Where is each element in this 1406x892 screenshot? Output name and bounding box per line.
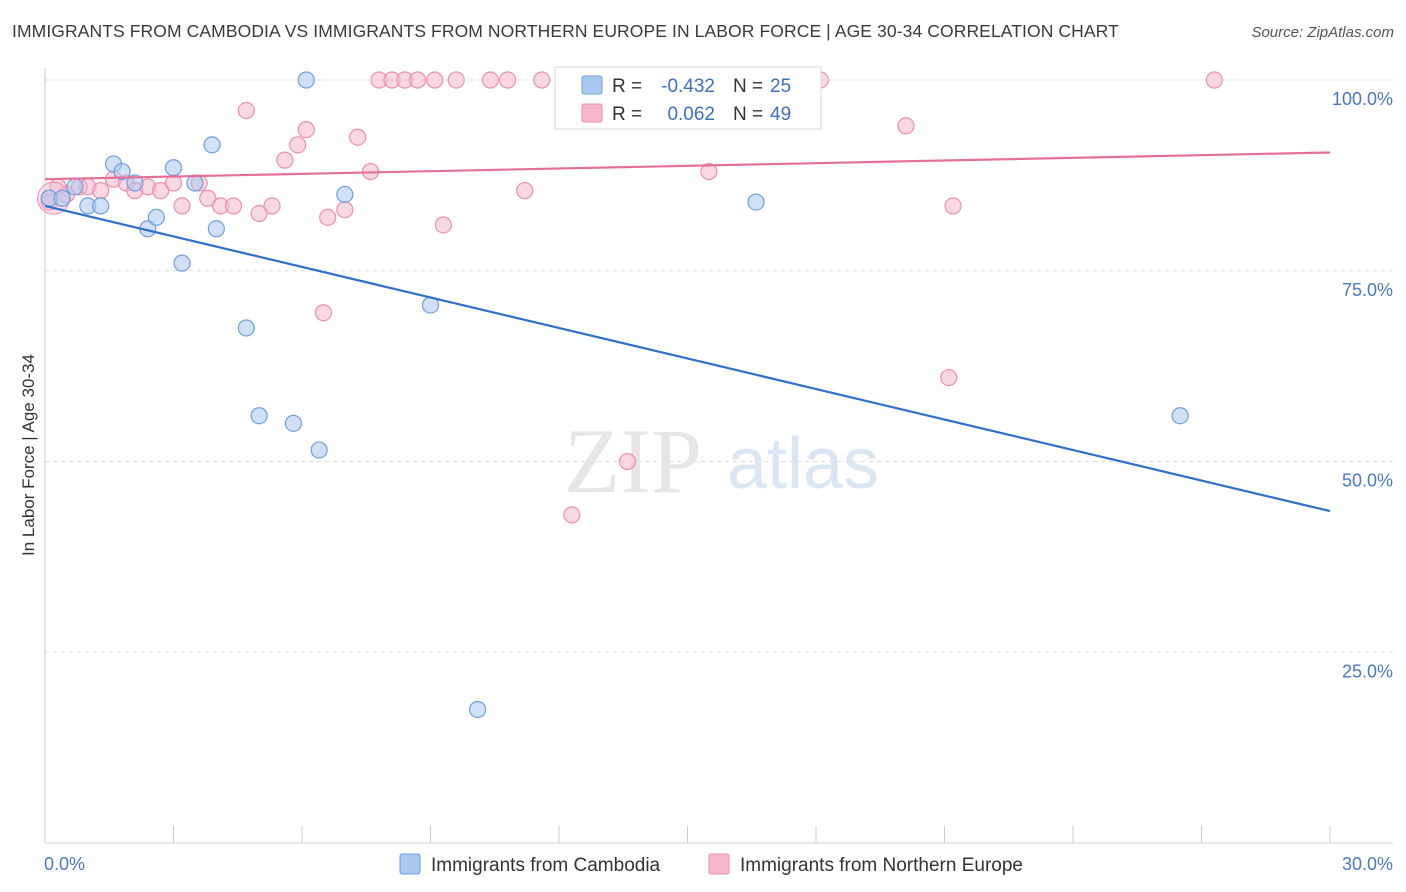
y-tick-label: 100.0%: [1332, 89, 1393, 109]
data-point: [409, 71, 427, 89]
bottom-legend-swatch-cambodia: [399, 853, 421, 875]
data-point: [199, 189, 217, 207]
data-point: [499, 71, 517, 89]
watermark-atlas: atlas: [727, 424, 879, 504]
data-point: [250, 204, 268, 223]
data-point: [250, 407, 268, 425]
legend-r-label-cambodia: R =: [612, 76, 642, 97]
x-tick-label: 30.0%: [1342, 854, 1393, 874]
data-point: [897, 117, 915, 135]
chart-title: IMMIGRANTS FROM CAMBODIA VS IMMIGRANTS F…: [12, 21, 1119, 41]
legend-r-label-northern-europe: R =: [612, 104, 642, 125]
legend-swatch-cambodia: [581, 75, 603, 95]
data-point: [224, 197, 243, 215]
bottom-legend-swatch-northern-europe: [708, 853, 730, 875]
legend-n-label-cambodia: N =: [733, 76, 763, 97]
data-point: [944, 197, 962, 215]
data-point: [1205, 71, 1223, 89]
data-point: [297, 120, 315, 139]
legend-n-label-northern-europe: N =: [733, 104, 763, 125]
data-point: [113, 162, 131, 181]
legend-n-value-northern-europe: 49: [770, 104, 791, 125]
trend-line-northern-europe: [44, 151, 1331, 181]
data-point: [66, 178, 84, 196]
data-point: [336, 201, 354, 219]
legend-swatch-northern-europe: [581, 103, 603, 123]
data-point: [203, 136, 221, 154]
data-point: [618, 452, 637, 471]
data-point: [349, 128, 367, 146]
data-point: [310, 441, 328, 459]
tick-labels: 25.0% 50.0% 75.0% 100.0% 0.0% 30.0%: [44, 89, 1393, 874]
legend-box: R = -0.432 N = 25 R = 0.062 N = 49: [554, 66, 822, 130]
data-point: [92, 197, 110, 215]
data-point: [147, 208, 165, 226]
data-point: [469, 700, 487, 719]
grid-lines: [45, 79, 1393, 653]
data-point: [173, 254, 191, 272]
data-point: [1171, 407, 1189, 425]
watermark: ZIP atlas: [564, 410, 879, 512]
data-point: [263, 197, 281, 215]
data-point: [237, 101, 255, 120]
data-point: [207, 220, 225, 238]
data-point: [164, 159, 183, 177]
data-point: [533, 71, 551, 89]
bottom-legend: Immigrants from Cambodia Immigrants from…: [399, 853, 1023, 876]
data-point: [481, 71, 500, 89]
data-point: [126, 174, 144, 192]
trend-lines: [44, 151, 1331, 513]
data-point: [336, 185, 354, 204]
data-point: [940, 368, 958, 387]
bottom-legend-label-cambodia: Immigrants from Cambodia: [431, 855, 661, 876]
y-tick-label: 25.0%: [1342, 661, 1393, 681]
data-point: [700, 162, 718, 181]
source-credit: Source: ZipAtlas.com: [1251, 24, 1394, 41]
data-point: [173, 197, 191, 215]
data-point: [516, 182, 534, 200]
y-tick-label: 75.0%: [1342, 280, 1393, 300]
data-point: [447, 71, 465, 89]
legend-r-value-northern-europe: 0.062: [667, 104, 715, 125]
axes: [44, 68, 1393, 844]
data-point: [92, 182, 110, 200]
data-point: [152, 182, 170, 200]
y-tick-label: 50.0%: [1342, 471, 1393, 491]
y-axis-label: In Labor Force | Age 30-34: [19, 354, 38, 556]
data-point: [314, 304, 333, 322]
data-point: [434, 216, 452, 234]
series-northern-europe: [37, 71, 1223, 524]
data-point: [237, 319, 255, 337]
data-point: [53, 189, 71, 207]
data-point: [319, 208, 337, 226]
data-point: [284, 414, 303, 432]
x-tick-label: 0.0%: [44, 854, 85, 874]
legend-n-value-cambodia: 25: [770, 76, 791, 97]
data-point: [563, 506, 581, 524]
series-cambodia: [40, 71, 1189, 719]
data-point: [747, 193, 765, 211]
data-point: [276, 151, 294, 169]
data-point: [186, 174, 204, 192]
bottom-legend-label-northern-europe: Immigrants from Northern Europe: [740, 855, 1023, 876]
data-point: [289, 136, 307, 154]
legend-r-value-cambodia: -0.432: [661, 76, 715, 97]
data-point: [297, 71, 315, 89]
trend-line-cambodia: [44, 204, 1331, 513]
data-point: [426, 71, 444, 89]
